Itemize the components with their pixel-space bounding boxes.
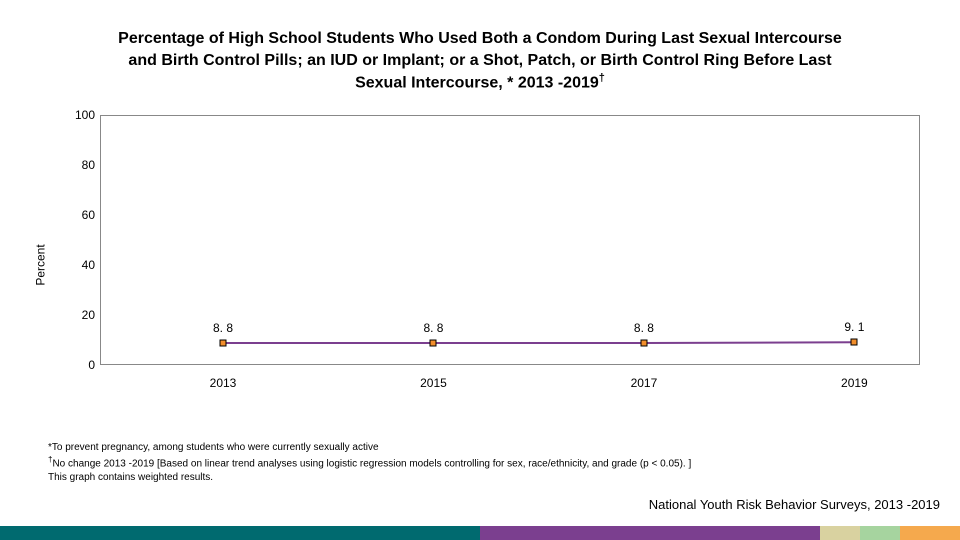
data-marker-2013 [220,340,227,347]
slide-title: Percentage of High School Students Who U… [30,28,930,94]
bottom-accent-bar [0,526,960,540]
data-label-2017: 8. 8 [634,321,654,335]
footnote-2: No change 2013 -2019 [Based on linear tr… [52,458,691,469]
footnote-2-wrap: †No change 2013 -2019 [Based on linear t… [48,455,920,471]
slide: Percentage of High School Students Who U… [0,0,960,540]
data-marker-2017 [640,340,647,347]
title-dagger: † [599,72,605,84]
source-text: National Youth Risk Behavior Surveys, 20… [649,497,940,512]
data-marker-2015 [430,340,437,347]
bar-segment-4 [860,526,900,540]
footnotes: *To prevent pregnancy, among students wh… [48,441,920,484]
title-line3: Sexual Intercourse, * 2013 -2019 [355,75,599,92]
ytick-40: 40 [65,258,95,272]
chart: Percent 0 20 40 60 80 100 8. 8 8. 8 8. 8 [60,115,920,415]
ytick-20: 20 [65,308,95,322]
data-label-2019: 9. 1 [844,320,864,334]
bar-segment-2 [480,526,820,540]
title-line2: and Birth Control Pills; an IUD or Impla… [128,52,831,69]
bar-segment-3 [820,526,860,540]
plot-area: 0 20 40 60 80 100 8. 8 8. 8 8. 8 9. 1 20… [100,115,920,385]
ytick-100: 100 [65,108,95,122]
data-marker-2019 [851,339,858,346]
x-label-2017: 2017 [631,376,658,390]
bar-segment-1 [0,526,480,540]
ytick-80: 80 [65,158,95,172]
x-label-2019: 2019 [841,376,868,390]
bar-segment-5 [900,526,960,540]
y-axis-label: Percent [34,244,48,285]
footnote-1: *To prevent pregnancy, among students wh… [48,441,920,455]
x-label-2015: 2015 [420,376,447,390]
data-label-2013: 8. 8 [213,321,233,335]
ytick-0: 0 [65,358,95,372]
footnote-3: This graph contains weighted results. [48,471,920,485]
title-line1: Percentage of High School Students Who U… [118,30,842,47]
data-label-2015: 8. 8 [423,321,443,335]
ytick-60: 60 [65,208,95,222]
x-label-2013: 2013 [210,376,237,390]
